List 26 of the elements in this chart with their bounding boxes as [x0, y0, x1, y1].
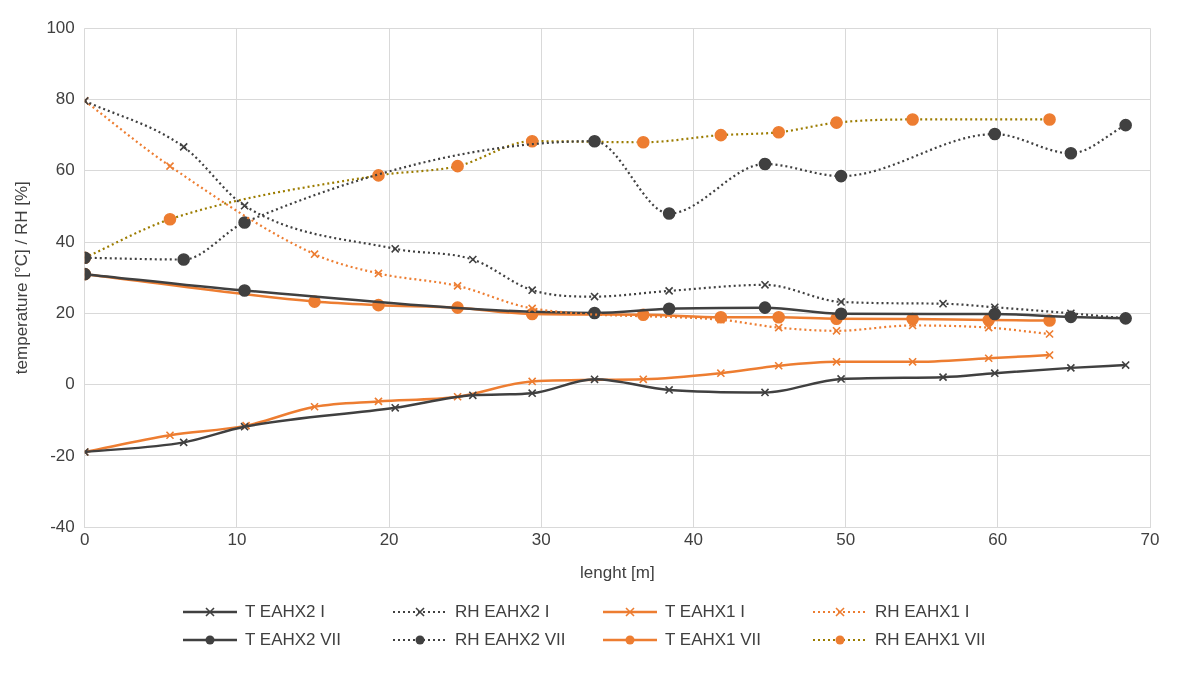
- y-tick-label: 0: [65, 374, 75, 394]
- legend-label: RH EAHX2 VII: [455, 630, 566, 650]
- x-tick-label: 0: [80, 530, 90, 550]
- x-tick-label: 40: [684, 530, 703, 550]
- x-axis-title: lenght [m]: [580, 563, 655, 583]
- y-axis-title: temperature [°C] / RH [%]: [11, 181, 31, 375]
- legend-label: RH EAHX2 I: [455, 602, 550, 622]
- x-tick-label: 30: [531, 530, 551, 550]
- y-tick-label: 60: [55, 160, 75, 180]
- y-tick-label: 80: [55, 89, 75, 109]
- legend-label: RH EAHX1 I: [875, 602, 970, 622]
- x-tick-label: 70: [1140, 530, 1160, 550]
- legend-label: T EAHX2 VII: [245, 630, 342, 650]
- y-tick-label: -20: [50, 445, 75, 465]
- x-tick-label: 60: [988, 530, 1008, 550]
- x-tick-label: 20: [379, 530, 399, 550]
- legend-label: RH EAHX1 VII: [875, 630, 986, 650]
- legend-label: T EAHX2 I: [245, 602, 325, 622]
- y-tick-label: 20: [55, 303, 75, 323]
- x-tick-label: 10: [227, 530, 247, 550]
- y-tick-label: 40: [55, 231, 75, 251]
- x-tick-label: 50: [836, 530, 856, 550]
- legend-label: T EAHX1 I: [665, 602, 745, 622]
- y-tick-label: -40: [50, 516, 75, 536]
- legend-label: T EAHX1 VII: [665, 630, 762, 650]
- y-tick-label: 100: [46, 17, 75, 37]
